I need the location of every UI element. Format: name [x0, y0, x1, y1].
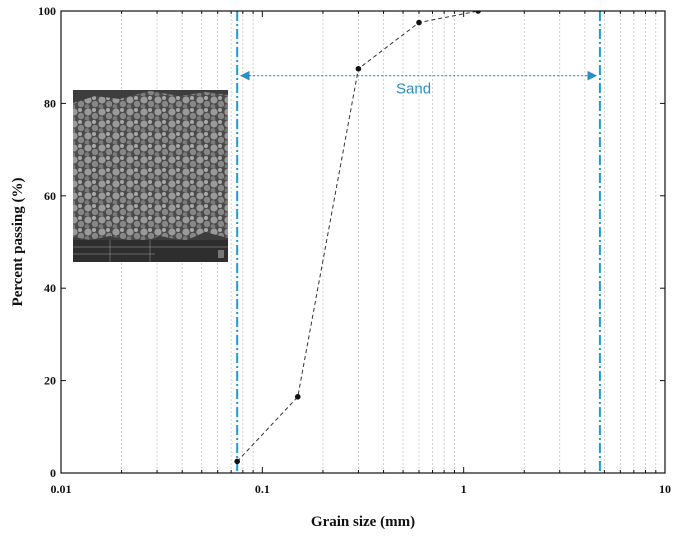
x-tick-label: 0.01 [51, 482, 72, 496]
y-tick-label: 80 [44, 96, 56, 110]
y-tick-label: 100 [38, 4, 56, 18]
x-axis-title: Grain size (mm) [311, 514, 415, 530]
y-tick-label: 0 [50, 466, 56, 480]
sand-label: Sand [396, 81, 431, 98]
grid-lines [121, 11, 657, 473]
axes [60, 10, 666, 474]
data-point [234, 458, 240, 465]
data-point [294, 393, 301, 400]
sem-micrograph-inset [73, 90, 228, 262]
y-tick-label: 60 [44, 189, 56, 203]
x-tick-label: 10 [659, 482, 671, 496]
series-line [236, 11, 479, 462]
plot-frame [60, 10, 666, 474]
data-point [475, 11, 481, 14]
data-point [416, 19, 422, 26]
x-tick-label: 1 [461, 482, 467, 496]
y-tick-label: 40 [44, 281, 56, 295]
sand-boundary-lines [236, 11, 601, 473]
x-tick-label: 0.1 [255, 482, 270, 496]
y-axis-title: Percent passing (%) [10, 178, 26, 307]
sand-annotation: Sand [239, 70, 598, 98]
y-tick-label: 20 [44, 374, 56, 388]
gradation-curve [234, 11, 481, 465]
data-point [355, 65, 362, 72]
